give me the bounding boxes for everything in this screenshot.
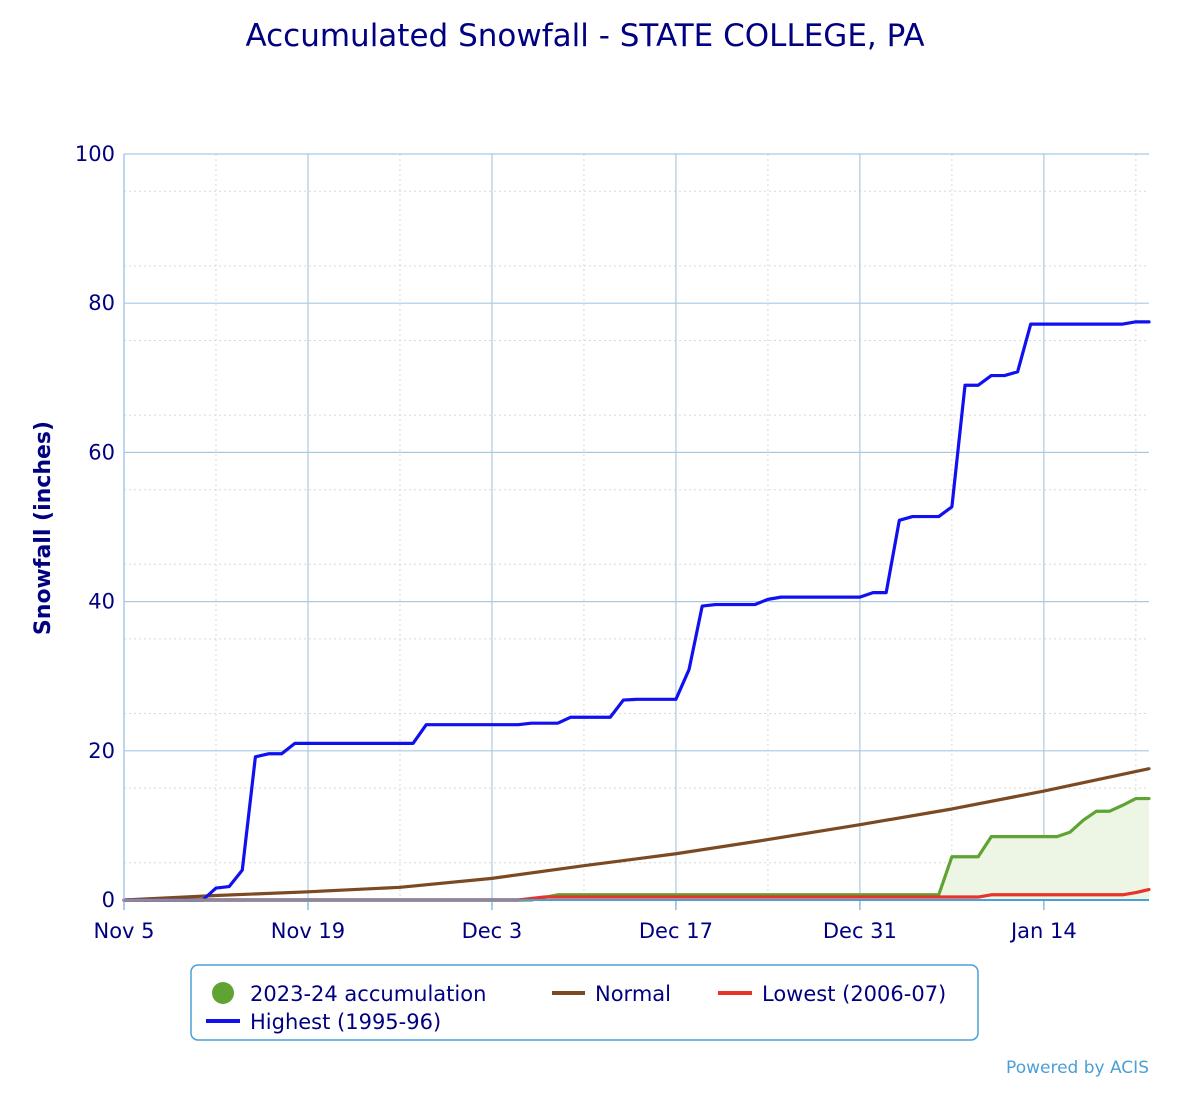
legend[interactable]: 2023-24 accumulation Normal Lowest (2006…: [190, 964, 979, 1041]
legend-label-normal: Normal: [595, 982, 671, 1006]
axes: 0 20 40 60 80 100 Nov 5 Nov 19 Dec 3 Dec 17 Dec 31…: [75, 142, 1149, 943]
y-tick-label: 40: [88, 590, 115, 614]
x-tick-label: Jan 14: [1009, 919, 1077, 943]
powered-by-credit[interactable]: Powered by ACIS: [1006, 1058, 1149, 1078]
legend-item-lowest[interactable]: Lowest (2006-07): [718, 982, 946, 1006]
legend-label-2023-24: 2023-24 accumulation: [250, 982, 486, 1006]
series-line-normal: [122, 767, 1151, 902]
legend-item-normal[interactable]: Normal: [552, 982, 671, 1006]
y-tick-label: 80: [88, 291, 115, 315]
x-tick-label: Dec 17: [639, 919, 713, 943]
series-area-2023-24-accumulation: [124, 798, 1149, 900]
x-tick-label: Nov 19: [271, 919, 345, 943]
legend-item-highest[interactable]: Highest (1995-96): [206, 1010, 441, 1034]
legend-box: [190, 964, 979, 1041]
y-tick-label: 100: [75, 142, 115, 166]
chart-title: Accumulated Snowfall - STATE COLLEGE, PA: [245, 18, 924, 54]
y-tick-label: 20: [88, 739, 115, 763]
y-tick-label: 0: [102, 888, 115, 912]
y-axis-label: Snowfall (inches): [31, 421, 56, 635]
series-line-highest-1995-96-: [122, 320, 1151, 902]
y-tick-label: 60: [88, 440, 115, 464]
x-tick-label: Nov 5: [93, 919, 154, 943]
x-tick-label: Dec 31: [823, 919, 897, 943]
legend-label-highest: Highest (1995-96): [250, 1010, 441, 1034]
legend-label-lowest: Lowest (2006-07): [762, 982, 946, 1006]
legend-marker-2023-24: [212, 982, 234, 1004]
grid: [124, 153, 1149, 900]
series-line-2023-24-accumulation: [122, 796, 1151, 902]
legend-item-2023-24[interactable]: 2023-24 accumulation: [212, 982, 486, 1006]
x-tick-label: Dec 3: [462, 919, 523, 943]
